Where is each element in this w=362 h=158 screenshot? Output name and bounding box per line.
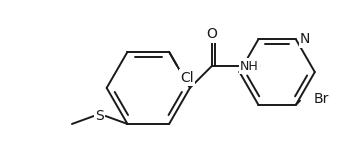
Text: NH: NH [240,60,259,73]
Text: O: O [206,27,217,41]
Text: Br: Br [314,92,329,106]
Text: S: S [95,109,104,123]
Text: Cl: Cl [180,71,194,85]
Text: N: N [300,32,310,46]
